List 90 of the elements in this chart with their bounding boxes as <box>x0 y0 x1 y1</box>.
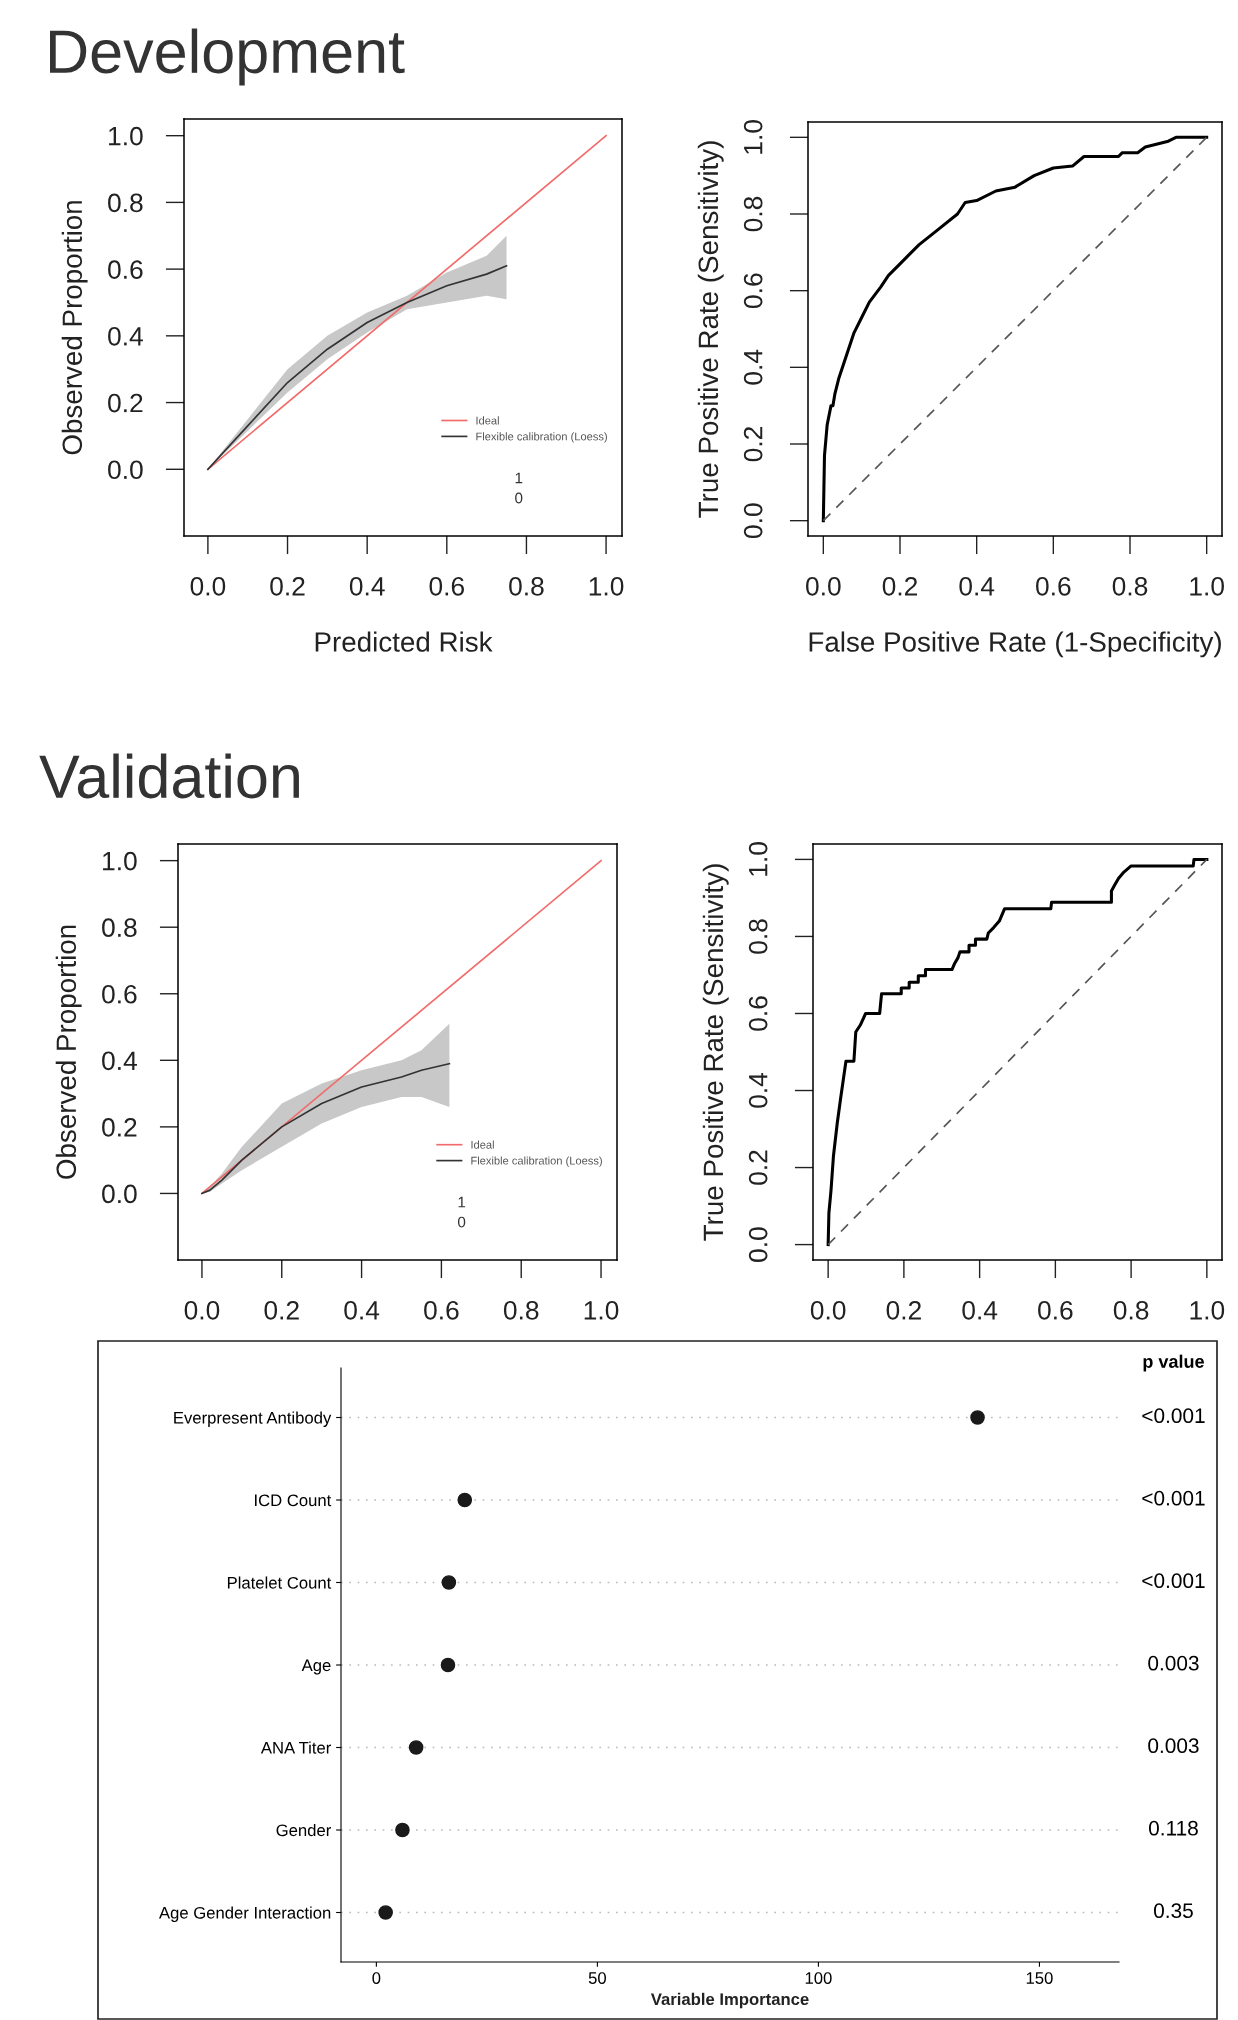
x-tick-label: 1.0 <box>1190 1300 1225 1320</box>
y-axis-title: Observed Proportion <box>61 201 88 455</box>
y-tick-label: 0.8 <box>108 193 143 213</box>
y-tick-label: 0.2 <box>748 1150 768 1185</box>
point <box>440 1657 456 1673</box>
y-tick-label: 0.0 <box>743 503 763 538</box>
annotation: 0 <box>457 1216 466 1228</box>
y-tick-label: 1.0 <box>743 120 763 154</box>
x-tick-label: 1.0 <box>589 576 624 596</box>
x-tick-label: 0.4 <box>349 576 385 596</box>
x-tick-label: 0.6 <box>429 576 464 596</box>
text: <0.001 <box>1142 1490 1205 1506</box>
y-tick-label: ICD Count <box>255 1494 332 1507</box>
annotation: 0 <box>515 492 523 504</box>
y-tick-label: ANA Titer <box>260 1741 331 1754</box>
x-tick-label: 0.8 <box>509 576 544 596</box>
x-tick-label: 0.2 <box>882 576 918 596</box>
y-tick-label: 0.6 <box>102 984 137 1004</box>
x-tick-label: 0.0 <box>806 576 841 596</box>
y-tick-label: 0.4 <box>743 349 763 385</box>
x-tick-label: 1.0 <box>584 1300 619 1320</box>
x-tick-label: 1.0 <box>1190 576 1224 596</box>
y-axis-title: True Positive Rate (Sensitivity) <box>702 864 729 1241</box>
y-tick-label: 0.4 <box>108 326 143 346</box>
y-tick-label: 0.8 <box>748 919 768 954</box>
x-tick-label: 0.6 <box>424 1300 459 1320</box>
text: 0.35 <box>1154 1903 1193 1919</box>
line-series <box>201 1062 451 1195</box>
x-tick-label: 0.6 <box>1038 1300 1073 1320</box>
legend-label: Flexible calibration (Loess) <box>476 432 607 443</box>
y-tick-label: Everpresent Antibody <box>174 1411 332 1427</box>
x-tick-label: 0.6 <box>1036 576 1071 596</box>
point <box>395 1822 410 1838</box>
x-tick-label: 150 <box>1026 1972 1053 1984</box>
y-tick-label: Age Gender Interaction <box>158 1906 331 1922</box>
y-tick-label: 0.0 <box>108 460 143 480</box>
text: 0.003 <box>1148 1738 1199 1754</box>
y-tick-label: 0.4 <box>748 1072 768 1108</box>
point <box>378 1905 393 1920</box>
y-tick-label: 0.6 <box>108 260 143 279</box>
point <box>441 1575 457 1590</box>
y-axis-title: True Positive Rate (Sensitivity) <box>697 141 724 518</box>
x-axis-title: Variable Importance <box>650 1992 809 2009</box>
y-axis-title: Observed Proportion <box>55 925 82 1179</box>
x-tick-label: 0.8 <box>1112 576 1148 596</box>
y-tick-label: Age <box>301 1659 331 1675</box>
y-tick-label: 0.6 <box>743 273 763 308</box>
y-tick-label: 0.6 <box>748 996 768 1031</box>
y-tick-label: 0.2 <box>102 1118 137 1137</box>
legend-label: Ideal <box>476 416 499 425</box>
y-tick-label: 0.0 <box>102 1184 137 1204</box>
x-tick-label: 0.4 <box>959 576 995 596</box>
text: <0.001 <box>1142 1408 1205 1424</box>
text: <0.001 <box>1142 1573 1205 1589</box>
y-tick-label: 1.0 <box>748 842 768 876</box>
y-tick-label: 1.0 <box>109 126 143 146</box>
x-tick-label: 0.8 <box>1113 1300 1149 1320</box>
legend-label: Flexible calibration (Loess) <box>471 1156 602 1167</box>
x-axis-title: Predicted Risk <box>315 631 493 652</box>
x-tick-label: 0.0 <box>190 576 226 596</box>
text: p value <box>1143 1354 1204 1372</box>
x-tick-label: 0.8 <box>503 1300 539 1320</box>
x-tick-label: 0.2 <box>886 1300 921 1320</box>
x-tick-label: 0.0 <box>810 1300 846 1320</box>
x-tick-label: 50 <box>588 1972 606 1984</box>
x-tick-label: 0.0 <box>184 1300 220 1320</box>
chart-title: Validation <box>39 753 299 799</box>
y-tick-label: Platelet Count <box>227 1576 332 1589</box>
y-tick-label: 1.0 <box>103 851 137 871</box>
x-tick-label: 0.4 <box>344 1300 380 1320</box>
text: 0.003 <box>1148 1655 1199 1671</box>
y-tick-label: 0.2 <box>108 393 143 413</box>
x-tick-label: 0 <box>372 1972 381 1984</box>
annotation: 1 <box>515 472 523 484</box>
point <box>408 1740 424 1755</box>
annotation: 1 <box>458 1196 466 1208</box>
y-tick-label: 0.8 <box>102 918 137 938</box>
x-tick-label: 100 <box>805 1972 832 1984</box>
y-tick-label: Gender <box>276 1823 332 1837</box>
point <box>457 1492 473 1508</box>
x-axis-title: False Positive Rate (1-Specificity) <box>809 631 1221 658</box>
chart-title: Development <box>50 28 405 86</box>
y-tick-label: 0.2 <box>743 426 763 462</box>
y-tick-label: 0.4 <box>102 1051 137 1071</box>
x-tick-label: 0.4 <box>962 1300 998 1320</box>
text: 0.118 <box>1148 1820 1198 1836</box>
y-tick-label: 0.0 <box>748 1227 768 1262</box>
y-tick-label: 0.8 <box>743 196 763 232</box>
point <box>970 1410 985 1425</box>
legend-label: Ideal <box>471 1140 494 1149</box>
